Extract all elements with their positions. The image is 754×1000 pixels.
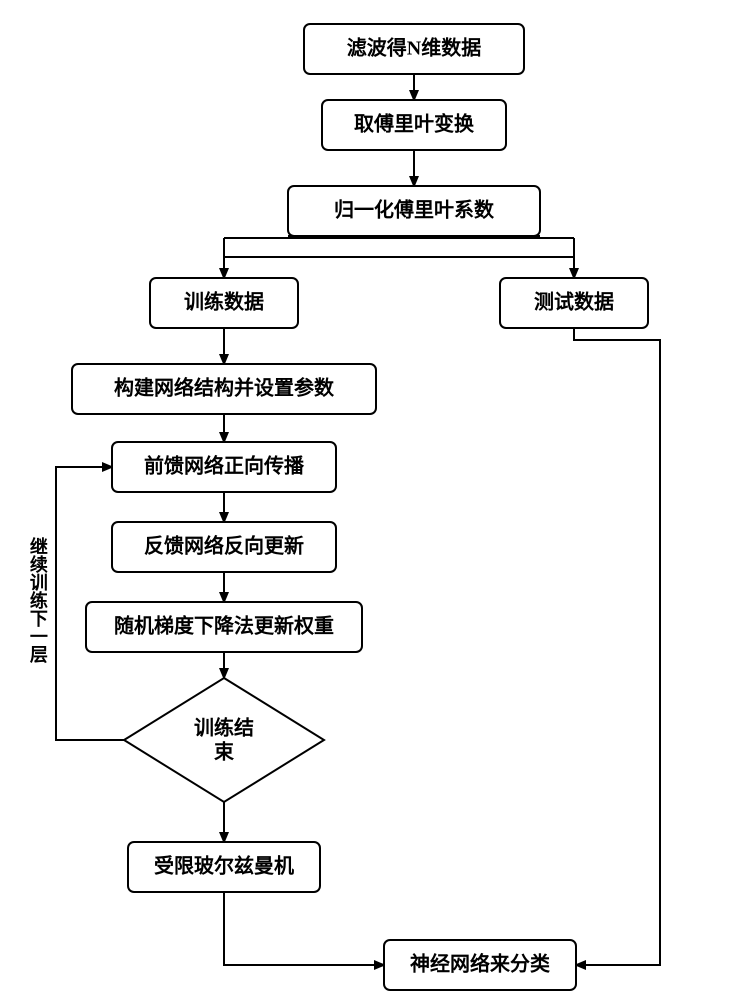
- flow-node-label-n7: 前馈网络正向传播: [144, 454, 305, 478]
- flow-node-label-n3: 归一化傅里叶系数: [334, 198, 495, 222]
- flow-node-label-n4: 训练数据: [184, 290, 264, 314]
- flow-node-label-n6: 构建网络结构并设置参数: [114, 376, 335, 400]
- flow-node-label-n8: 反馈网络反向更新: [144, 534, 304, 558]
- flow-edge: [224, 892, 384, 965]
- flowchart-canvas: 滤波得N维数据取傅里叶变换归一化傅里叶系数训练数据 测试数据构建网络结构并设置参数…: [0, 0, 754, 1000]
- flow-node-label-n11: 受限玻尔兹曼机: [154, 854, 294, 878]
- flow-decision-label2-n10: 束: [214, 741, 235, 764]
- flow-edge: [574, 328, 660, 965]
- flow-node-label-n5: 测试数据: [534, 290, 614, 314]
- flow-node-label-n2: 取傅里叶变换: [354, 112, 475, 136]
- flow-node-label-n9: 随机梯度下降法更新权重: [114, 614, 334, 638]
- flow-node-label-n1: 滤波得N维数据: [347, 36, 481, 60]
- flow-decision-label1-n10: 训练结: [194, 716, 254, 740]
- loop-label: 继续训练下一层: [28, 536, 48, 664]
- flow-decision-n10: [124, 678, 324, 802]
- flow-node-label-n12: 神经网络来分类: [410, 952, 550, 976]
